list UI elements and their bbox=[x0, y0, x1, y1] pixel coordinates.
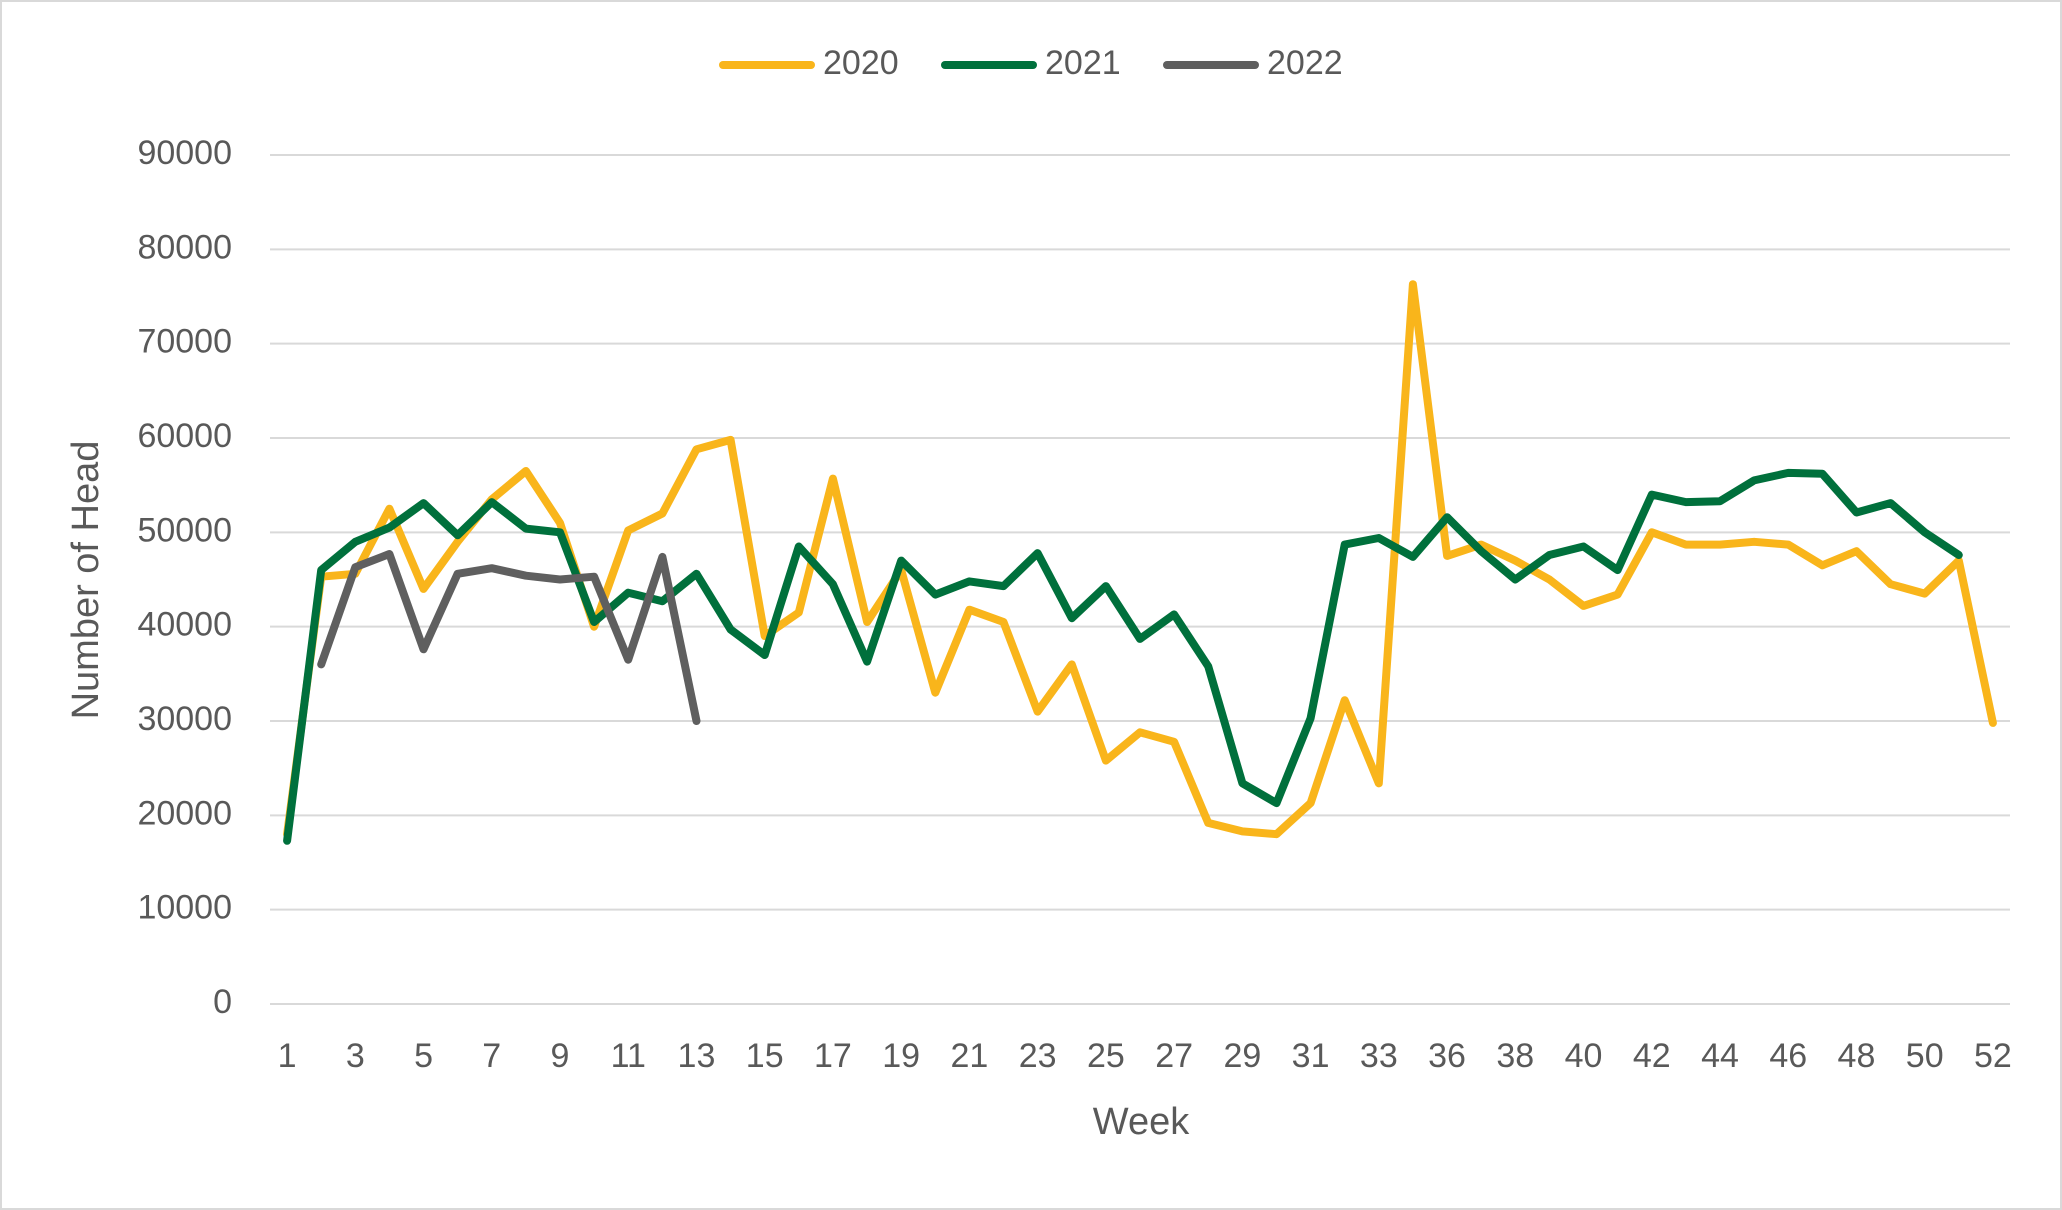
x-tick-label: 9 bbox=[551, 1037, 570, 1075]
y-tick-label: 0 bbox=[213, 983, 232, 1021]
x-tick-label: 40 bbox=[1565, 1037, 1603, 1075]
y-tick-label: 30000 bbox=[137, 700, 232, 738]
x-tick-label: 36 bbox=[1428, 1037, 1466, 1075]
x-tick-label: 38 bbox=[1496, 1037, 1534, 1075]
y-tick-label: 20000 bbox=[137, 794, 232, 832]
y-tick-label: 60000 bbox=[137, 417, 232, 455]
x-tick-label: 7 bbox=[482, 1037, 501, 1075]
y-axis-label: Number of Head bbox=[65, 441, 107, 720]
x-tick-label: 48 bbox=[1838, 1037, 1876, 1075]
x-tick-label: 1 bbox=[278, 1037, 297, 1075]
x-tick-label: 44 bbox=[1701, 1037, 1739, 1075]
x-tick-label: 46 bbox=[1769, 1037, 1807, 1075]
x-axis-label: Week bbox=[1093, 1101, 1190, 1143]
line-series bbox=[283, 468, 1963, 845]
x-tick-label: 15 bbox=[746, 1037, 784, 1075]
y-tick-label: 80000 bbox=[137, 228, 232, 266]
x-tick-label: 17 bbox=[814, 1037, 852, 1075]
x-tick-label: 29 bbox=[1223, 1037, 1261, 1075]
x-tick-label: 27 bbox=[1155, 1037, 1193, 1075]
x-tick-label: 11 bbox=[611, 1037, 646, 1075]
legend: 2020 2021 2022 bbox=[719, 44, 1343, 82]
legend-label: 2020 bbox=[823, 44, 899, 82]
line-series bbox=[317, 550, 701, 725]
legend-label: 2021 bbox=[1045, 44, 1121, 82]
x-tick-label: 23 bbox=[1019, 1037, 1057, 1075]
x-tick-label: 31 bbox=[1292, 1037, 1330, 1075]
y-tick-label: 40000 bbox=[137, 606, 232, 644]
y-tick-label: 10000 bbox=[137, 889, 232, 927]
x-tick-label: 25 bbox=[1087, 1037, 1125, 1075]
x-tick-label: 5 bbox=[414, 1037, 433, 1075]
x-tick-label: 42 bbox=[1633, 1037, 1671, 1075]
x-tick-label: 33 bbox=[1360, 1037, 1398, 1075]
x-tick-label: 13 bbox=[678, 1037, 716, 1075]
x-tick-label: 19 bbox=[882, 1037, 920, 1075]
y-tick-label: 90000 bbox=[137, 134, 232, 172]
x-tick-label: 3 bbox=[346, 1037, 365, 1075]
x-tick-label: 50 bbox=[1906, 1037, 1944, 1075]
y-tick-label: 50000 bbox=[137, 511, 232, 549]
x-tick-label: 21 bbox=[950, 1037, 988, 1075]
y-tick-label: 70000 bbox=[137, 323, 232, 361]
legend-label: 2022 bbox=[1267, 44, 1343, 82]
x-tick-label: 52 bbox=[1974, 1037, 2012, 1075]
